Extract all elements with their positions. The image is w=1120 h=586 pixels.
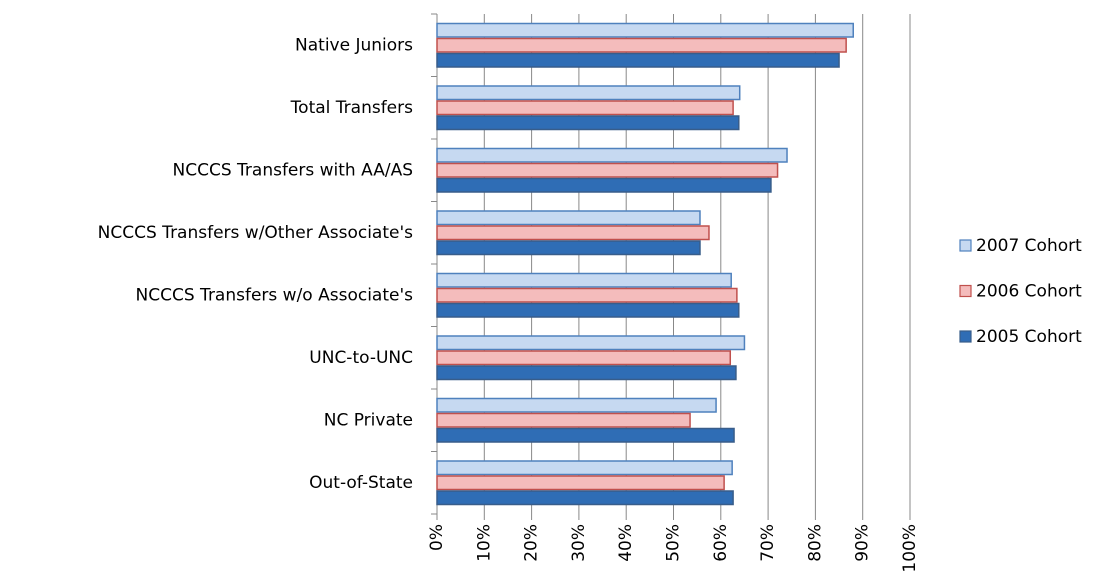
bar — [436, 162, 779, 178]
y-tick-label: NCCCS Transfers with AA/AS — [173, 160, 414, 180]
bar — [436, 115, 740, 131]
x-tick-label: 20% — [522, 524, 542, 562]
bar — [436, 412, 691, 428]
bar — [436, 177, 772, 193]
y-tick-label: Out-of-State — [309, 473, 413, 493]
y-tick-label: Total Transfers — [290, 98, 413, 118]
bar — [436, 52, 840, 68]
bar — [436, 210, 701, 226]
x-tick-label: 0% — [427, 524, 447, 551]
legend-label: 2007 Cohort — [976, 236, 1082, 256]
bar — [436, 475, 725, 491]
legend-swatch — [959, 284, 972, 298]
x-tick-label: 90% — [853, 524, 873, 562]
y-tick-label: NCCCS Transfers w/Other Associate's — [98, 223, 413, 243]
bar — [436, 460, 733, 476]
bar — [436, 225, 710, 241]
x-tick-label: 70% — [758, 524, 778, 562]
bar — [436, 365, 737, 381]
x-tick-label: 40% — [616, 524, 636, 562]
y-tick-label: NC Private — [324, 410, 413, 430]
bar — [436, 287, 738, 303]
legend-swatch — [959, 330, 972, 343]
legend-label: 2005 Cohort — [976, 327, 1082, 347]
x-tick-label: 100% — [900, 524, 920, 573]
y-tick-label: NCCCS Transfers w/o Associate's — [136, 285, 414, 305]
bar — [436, 100, 734, 116]
y-tick-label: Native Juniors — [295, 35, 413, 55]
bar — [436, 302, 740, 318]
x-tick-label: 10% — [474, 524, 494, 562]
x-tick-label: 30% — [569, 524, 589, 562]
bar — [436, 397, 717, 413]
bar — [436, 490, 734, 506]
bar — [436, 240, 701, 256]
bar — [436, 350, 732, 366]
bar — [436, 85, 741, 101]
x-tick-label: 50% — [664, 524, 684, 562]
bar — [436, 335, 746, 351]
legend-swatch — [959, 239, 972, 252]
bar — [436, 272, 732, 288]
x-tick-label: 80% — [805, 524, 825, 562]
bar — [436, 147, 788, 163]
bar — [436, 22, 854, 38]
x-tick-label: 60% — [711, 524, 731, 562]
bar — [436, 37, 847, 53]
y-tick-label: UNC-to-UNC — [309, 348, 413, 368]
bar — [436, 427, 735, 443]
legend-label: 2006 Cohort — [976, 282, 1082, 302]
